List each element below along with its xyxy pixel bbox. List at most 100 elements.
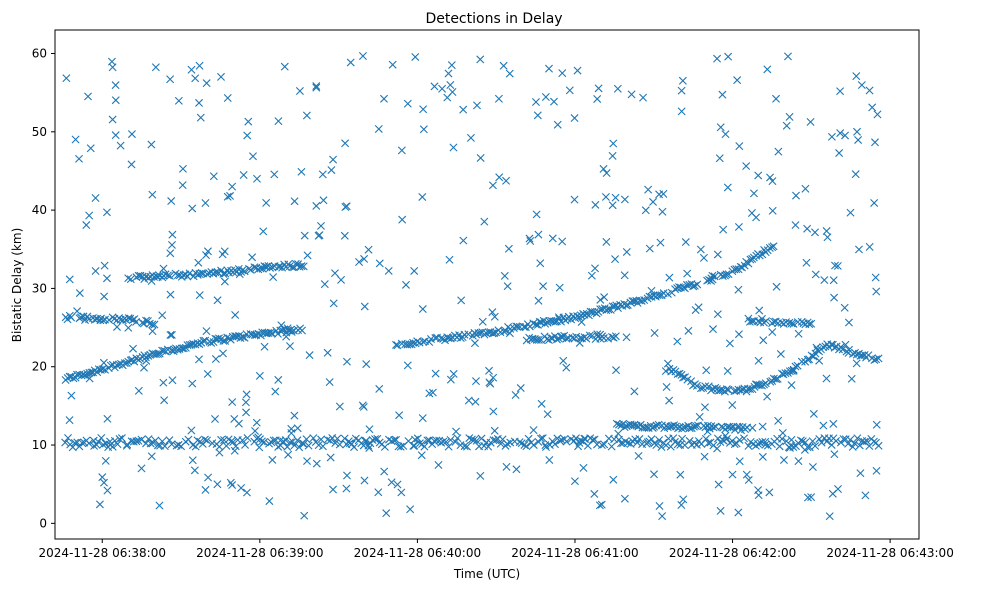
detection-marker <box>419 125 428 134</box>
detection-marker <box>396 442 405 451</box>
detection-marker <box>126 275 135 284</box>
detection-marker <box>571 434 580 443</box>
detection-marker <box>829 276 838 285</box>
detection-marker <box>237 484 246 493</box>
detection-marker <box>494 94 503 103</box>
detection-marker <box>503 282 512 291</box>
detection-marker <box>228 398 237 407</box>
detection-marker <box>728 470 737 479</box>
detection-marker <box>98 365 107 374</box>
detection-marker <box>91 266 100 275</box>
detection-marker <box>259 227 268 236</box>
detection-marker <box>252 418 261 427</box>
detection-marker <box>299 439 308 448</box>
detection-marker <box>295 443 304 452</box>
detection-marker <box>255 371 264 380</box>
detection-marker <box>148 190 157 199</box>
detection-marker <box>616 439 625 448</box>
detection-marker <box>602 169 611 178</box>
detection-marker <box>276 436 285 445</box>
detection-marker <box>472 436 481 445</box>
detection-marker <box>709 325 717 334</box>
detection-marker <box>757 314 766 323</box>
detection-marker <box>534 335 543 344</box>
detection-marker <box>844 318 853 327</box>
detection-marker <box>701 434 710 443</box>
detection-marker <box>410 266 419 275</box>
detection-marker <box>835 149 844 158</box>
detection-marker <box>166 75 175 84</box>
detection-marker <box>148 327 157 336</box>
detection-marker <box>167 240 176 249</box>
detection-marker <box>392 435 401 444</box>
detection-marker <box>502 176 511 185</box>
detection-marker <box>226 191 235 200</box>
detection-marker <box>201 485 210 494</box>
detection-marker <box>312 82 321 91</box>
detection-marker <box>134 386 143 395</box>
detection-marker <box>747 209 756 217</box>
detection-marker <box>298 326 307 335</box>
detection-marker <box>117 434 126 443</box>
detection-marker <box>713 310 722 319</box>
detection-marker <box>231 310 240 319</box>
detection-marker <box>86 144 95 153</box>
detection-marker <box>159 264 168 273</box>
detection-marker <box>591 264 599 273</box>
detection-marker <box>101 456 110 465</box>
detection-marker <box>484 442 493 451</box>
detection-marker <box>330 269 339 278</box>
detection-marker <box>195 61 204 70</box>
detection-marker <box>748 317 757 326</box>
detection-marker <box>531 98 540 106</box>
detection-marker <box>539 282 548 291</box>
detection-marker <box>787 435 796 444</box>
detection-marker <box>269 273 278 282</box>
detection-marker <box>415 439 424 448</box>
detection-marker <box>557 436 566 445</box>
detection-marker <box>611 332 620 341</box>
detection-marker <box>284 450 293 459</box>
detection-marker <box>312 83 321 92</box>
detection-marker <box>144 435 153 444</box>
detection-marker <box>123 440 132 449</box>
detection-marker <box>91 193 100 202</box>
detection-marker <box>241 398 250 407</box>
detection-marker <box>168 376 177 385</box>
detection-marker <box>872 355 881 364</box>
detection-marker <box>491 436 500 445</box>
detection-marker <box>202 79 211 88</box>
detection-marker <box>166 249 175 258</box>
detection-marker <box>536 259 545 268</box>
detection-marker <box>677 86 686 95</box>
detection-marker <box>860 350 869 359</box>
detection-marker <box>504 244 513 253</box>
detection-marker <box>873 110 882 119</box>
detection-marker <box>825 512 834 521</box>
detection-marker <box>622 333 631 342</box>
detection-marker <box>772 94 781 103</box>
detection-marker <box>807 493 816 502</box>
detection-marker <box>827 132 836 141</box>
detection-marker <box>681 238 690 247</box>
detection-marker <box>588 307 597 316</box>
detection-marker <box>659 189 668 198</box>
detection-marker <box>543 410 552 419</box>
detection-marker <box>516 384 525 393</box>
detection-marker <box>312 459 321 468</box>
detection-marker <box>696 245 705 254</box>
detection-marker <box>444 442 453 451</box>
detection-marker <box>830 450 839 459</box>
detection-marker <box>360 302 369 311</box>
detection-marker <box>748 423 757 432</box>
detection-marker <box>240 267 249 276</box>
detection-marker <box>293 424 302 433</box>
detection-marker <box>358 52 367 61</box>
detection-marker <box>337 275 346 284</box>
detection-marker <box>124 274 133 283</box>
detection-marker <box>333 434 342 443</box>
detection-marker <box>809 409 818 418</box>
detection-marker <box>449 143 458 152</box>
detection-marker <box>485 366 494 375</box>
detection-marker <box>811 228 819 237</box>
